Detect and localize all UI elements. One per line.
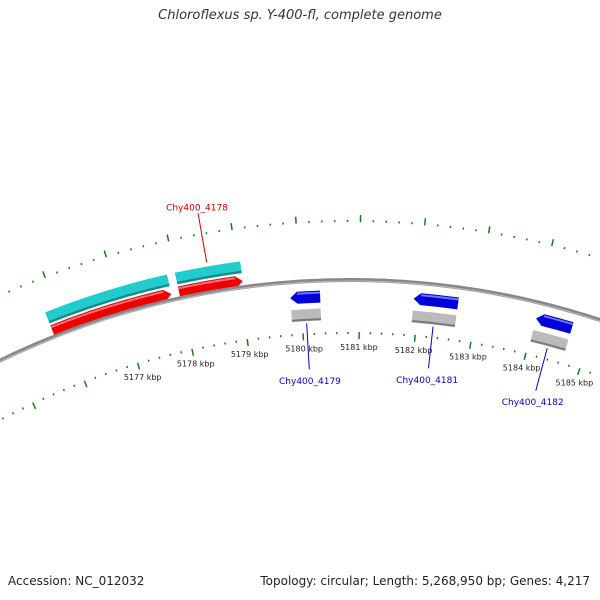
outer-tick [19,285,23,288]
inner-tick [158,356,161,359]
forward-cds-block [174,261,242,285]
outer-tick [117,251,120,254]
inner-tick [523,352,527,360]
inner-tick [557,361,560,364]
forward-cds-block-shadow [48,283,170,324]
gene-label: Chy400_4179 [279,377,341,387]
backbone-arc [0,277,600,363]
forward-gene-arrow-highlight [50,290,164,329]
outer-tick [129,248,132,251]
inner-tick [42,397,45,401]
inner-tick [577,367,581,376]
inner-tick [21,407,25,410]
outer-tick [551,239,555,247]
inner-tick [191,348,195,356]
reverse-gene-arrow [536,314,574,334]
gene-label-layer: Chy400_4178 Chy400_4179 Chy400_4181 Chy400_… [166,203,564,408]
gene-leader-line [197,213,208,263]
accession-text: Accession: NC_012032 [8,574,145,588]
outer-tick [8,290,11,293]
outer-tick [56,271,59,274]
tick-label-layer: 5177 kbp 5178 kbp 5179 kbp 5180 kbp 5181 kbp… [124,343,594,387]
gene-label: Chy400_4182 [502,398,564,408]
tick-label: 5183 kbp [449,353,487,362]
reverse-cds-block [291,308,322,323]
tick-label: 5182 kbp [395,346,433,355]
inner-tick [115,369,118,372]
inner-tick [469,341,472,349]
tick-label: 5179 kbp [231,350,269,359]
outer-tick [31,280,35,283]
reverse-gene-arrow-highlight [543,315,574,326]
forward-cds-block [45,274,170,324]
outer-tick [575,250,578,253]
inner-tick [104,372,107,376]
forward-gene-arrow-highlight [177,277,236,290]
outer-tick [424,218,427,226]
inner-tick [11,412,15,415]
inner-tick [126,365,129,369]
gene-leader-line [306,323,310,370]
genome-summary-text: Topology: circular; Length: 5,268,950 bp… [260,574,590,588]
outer-tick [92,258,95,262]
outer-tick [80,262,83,266]
reverse-gene-arrow [290,290,321,304]
backbone-arc-highlight [0,280,600,363]
feature-layer [45,261,574,352]
inner-tick [83,380,88,388]
tick-label: 5178 kbp [177,359,215,368]
outer-tick [487,226,491,234]
inner-tick [62,388,65,392]
outer-tick [42,271,47,279]
inner-tick [73,384,76,387]
inner-tick [246,338,249,347]
tick-label: 5177 kbp [124,373,162,382]
inner-tick [136,362,141,370]
inner-tick [32,402,37,410]
inner-tick [589,371,592,374]
reverse-cds-block [411,310,457,328]
reverse-gene-arrow [413,293,459,310]
inner-tick [546,358,549,361]
outer-tick [166,234,170,242]
gene-leader-line [535,347,548,391]
inner-tick [52,393,55,396]
inner-tick [147,359,150,362]
outer-tick-ring [8,215,591,293]
forward-cds-block-shadow [176,270,242,284]
reverse-cds-block-shadow [411,320,456,327]
outer-tick [103,250,108,258]
reverse-cds-block-shadow [530,339,566,351]
inner-tick [567,364,570,367]
tick-label: 5180 kbp [285,344,323,353]
tick-label: 5184 kbp [503,363,541,372]
outer-tick [68,267,71,270]
tick-label: 5185 kbp [556,378,594,387]
inner-tick [94,376,97,379]
reverse-cds-block-shadow [291,318,322,322]
gene-label: Chy400_4181 [396,376,458,386]
gene-leader-line [427,326,434,369]
reverse-cds-block [530,330,569,352]
inner-tick [1,417,5,420]
map-title: Chloroflexus sp. Y-400-fl, complete geno… [158,8,442,23]
gene-label: Chy400_4178 [166,203,228,213]
reverse-gene-arrow-highlight [296,291,321,295]
inner-tick [413,334,416,342]
inner-tick-ring [1,332,600,420]
outer-tick [230,223,233,231]
forward-gene-arrow [177,276,243,299]
tick-label: 5181 kbp [340,343,378,352]
backbone [0,277,600,363]
outer-tick [588,253,591,257]
reverse-gene-arrow-highlight [420,294,459,301]
